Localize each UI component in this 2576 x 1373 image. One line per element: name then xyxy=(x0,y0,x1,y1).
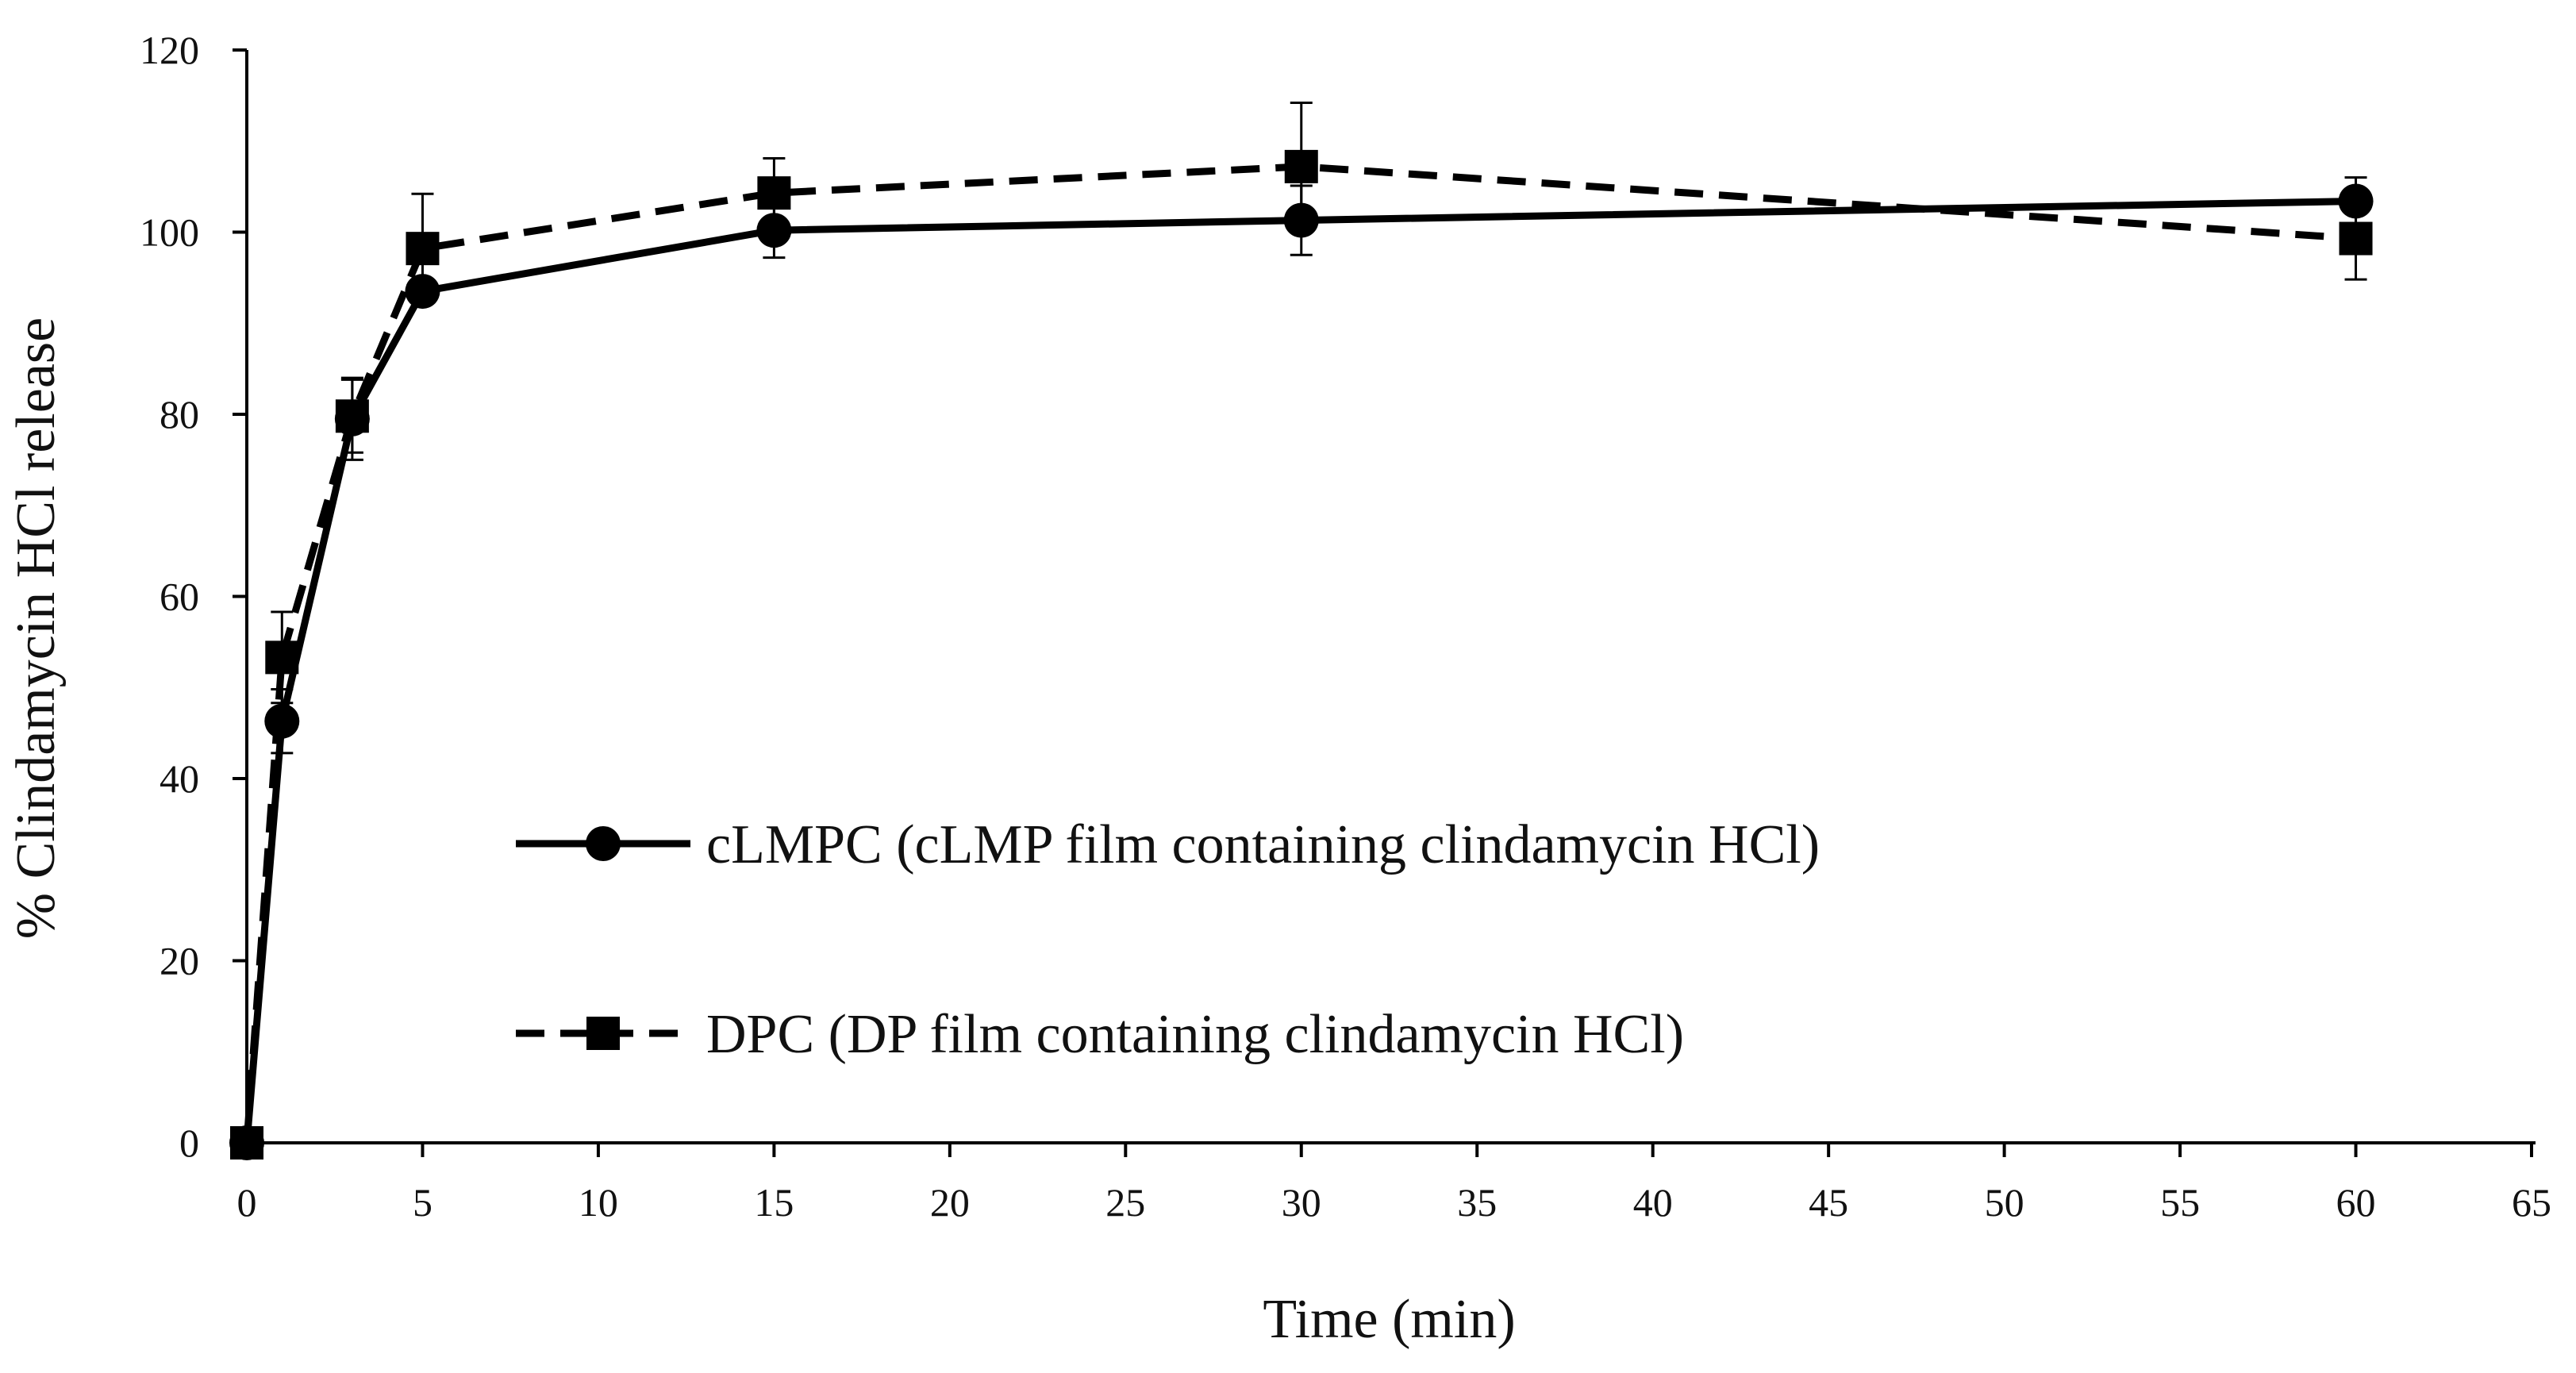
y-tick-label: 60 xyxy=(160,575,199,619)
x-tick-label: 25 xyxy=(1105,1180,1145,1225)
legend-marker-square xyxy=(586,1017,620,1050)
y-tick-label: 40 xyxy=(160,756,199,801)
data-point-circle xyxy=(405,274,440,310)
series-line-2 xyxy=(243,163,2356,1144)
x-axis-title: Time (min) xyxy=(1263,1289,1515,1350)
y-tick-label: 100 xyxy=(140,210,199,255)
x-tick-label: 20 xyxy=(930,1180,970,1225)
legend-label-2: DPC (DP film containing clindamycin HCl) xyxy=(706,1004,1684,1065)
y-axis-title: % Clindamycin HCl release xyxy=(6,317,67,939)
data-point-square xyxy=(406,232,440,266)
series-markers xyxy=(229,149,2374,1160)
data-point-circle xyxy=(756,213,792,248)
data-point-square xyxy=(265,640,299,675)
x-tick-label: 65 xyxy=(2512,1180,2551,1225)
x-tick-label: 0 xyxy=(237,1180,257,1225)
data-point-square xyxy=(1284,149,1318,183)
x-tick-label: 50 xyxy=(1985,1180,2024,1225)
tick-labels: 0 5 10 15 20 25 30 35 40 45 50 55 60 65 0 20 40 60 80 100 12… xyxy=(140,28,2551,1225)
error-bars xyxy=(271,102,2367,755)
x-tick-label: 30 xyxy=(1282,1180,1321,1225)
x-tick-label: 55 xyxy=(2160,1180,2200,1225)
series-line-1 xyxy=(243,197,2356,1144)
legend-marker-circle xyxy=(586,826,621,861)
axes xyxy=(233,48,2536,1157)
data-point-circle xyxy=(1283,202,1319,238)
y-tick-label: 120 xyxy=(140,28,199,72)
data-point-square xyxy=(757,176,791,210)
x-tick-label: 40 xyxy=(1633,1180,1673,1225)
series-lines xyxy=(243,163,2356,1144)
x-tick-label: 60 xyxy=(2336,1180,2376,1225)
data-point-circle xyxy=(264,703,300,739)
y-tick-label: 0 xyxy=(179,1121,199,1165)
data-point-circle xyxy=(2338,183,2374,219)
data-point-square xyxy=(230,1126,263,1160)
y-tick-label: 80 xyxy=(160,392,199,437)
legend-label-1: cLMPC (cLMP film containing clindamycin … xyxy=(706,814,1820,875)
data-point-square xyxy=(2339,221,2373,256)
x-tick-label: 5 xyxy=(413,1180,433,1225)
x-tick-label: 10 xyxy=(579,1180,618,1225)
x-tick-label: 45 xyxy=(1809,1180,1848,1225)
y-tick-label: 20 xyxy=(160,939,199,983)
legend: cLMPC (cLMP film containing clindamycin … xyxy=(516,814,1820,1065)
data-point-square xyxy=(335,399,369,433)
x-tick-label: 15 xyxy=(754,1180,794,1225)
x-tick-label: 35 xyxy=(1457,1180,1497,1225)
